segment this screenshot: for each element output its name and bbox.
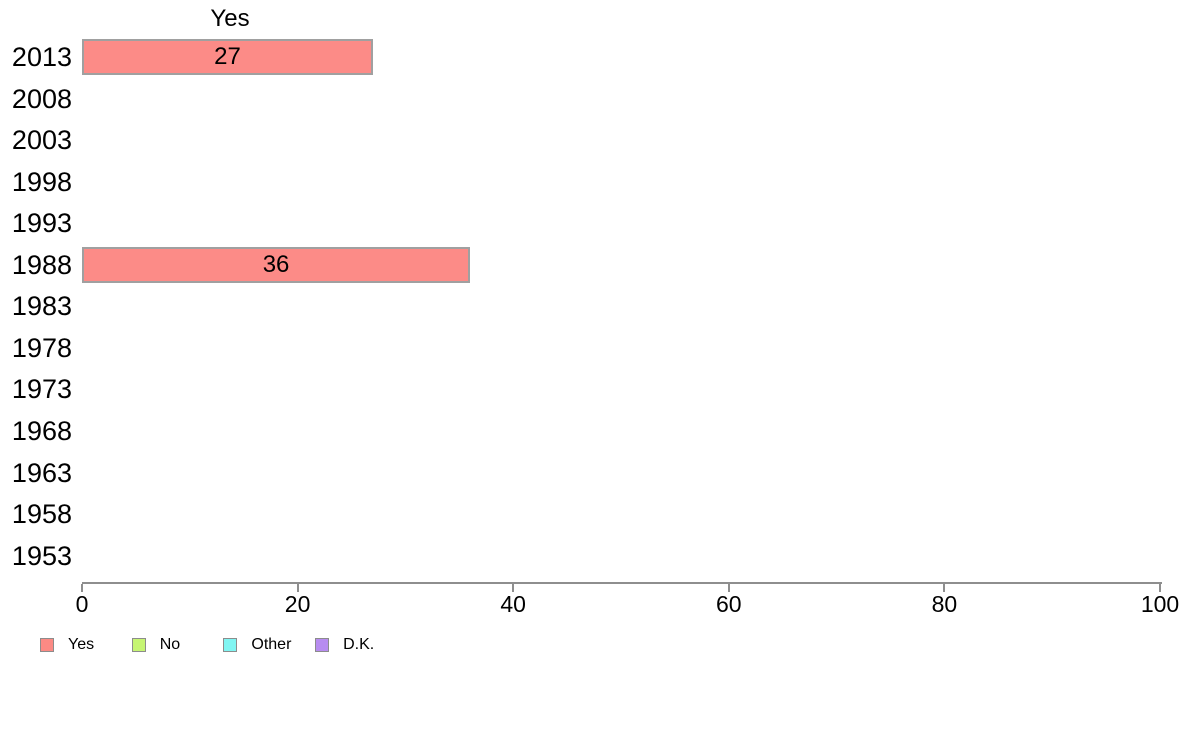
x-axis-tick-label: 100 [1140, 591, 1180, 617]
legend-swatch [223, 638, 238, 652]
y-axis-label-2013: 2013 [11, 42, 72, 72]
x-axis-line [82, 582, 1162, 584]
legend-swatch [131, 638, 146, 652]
y-axis-label-2008: 2008 [11, 83, 72, 114]
bar-value-label: 27 [214, 43, 241, 70]
legend-item-no: No [131, 635, 181, 655]
bar-value-label: 36 [262, 250, 290, 278]
chart-title: Yes [210, 5, 250, 32]
legend-swatch [315, 638, 330, 652]
legend-label: D.K. [343, 636, 375, 653]
x-axis-tick-label: 20 [284, 591, 311, 617]
y-axis-label-1958: 1958 [11, 499, 72, 530]
x-axis-tick [512, 584, 515, 592]
x-axis-tick [296, 584, 299, 592]
bar-1988: 36 [82, 246, 471, 283]
y-axis-label-1963: 1963 [11, 457, 72, 488]
legend-label: No [159, 636, 181, 653]
legend-item-yes: Yes [40, 635, 94, 655]
bar-2013: 27 [82, 39, 374, 75]
x-axis-tick [943, 584, 946, 592]
x-axis-tick [1159, 584, 1161, 592]
y-axis-label-1953: 1953 [11, 540, 72, 571]
y-axis-label-1998: 1998 [11, 166, 72, 197]
y-axis-label-2003: 2003 [11, 125, 72, 156]
x-axis-tick-label: 60 [716, 591, 742, 617]
legend-swatch [40, 638, 54, 652]
x-axis-tick-label: 80 [931, 591, 958, 617]
x-axis-tick-label: 40 [500, 591, 526, 617]
y-axis-label-1988: 1988 [11, 249, 72, 280]
legend-label: Yes [68, 636, 95, 653]
legend-item-other: Other [223, 635, 291, 655]
legend-item-dk: D.K. [315, 635, 374, 655]
y-axis-label-1983: 1983 [11, 291, 72, 322]
y-axis-label-1978: 1978 [11, 332, 72, 363]
y-axis-label-1968: 1968 [11, 415, 72, 446]
y-axis-label-1973: 1973 [11, 374, 72, 405]
x-axis-tick [81, 584, 83, 592]
x-axis-tick [727, 584, 730, 592]
legend-label: Other [251, 636, 292, 653]
x-axis-tick-label: 0 [75, 591, 89, 617]
y-axis-label-1993: 1993 [11, 208, 72, 239]
